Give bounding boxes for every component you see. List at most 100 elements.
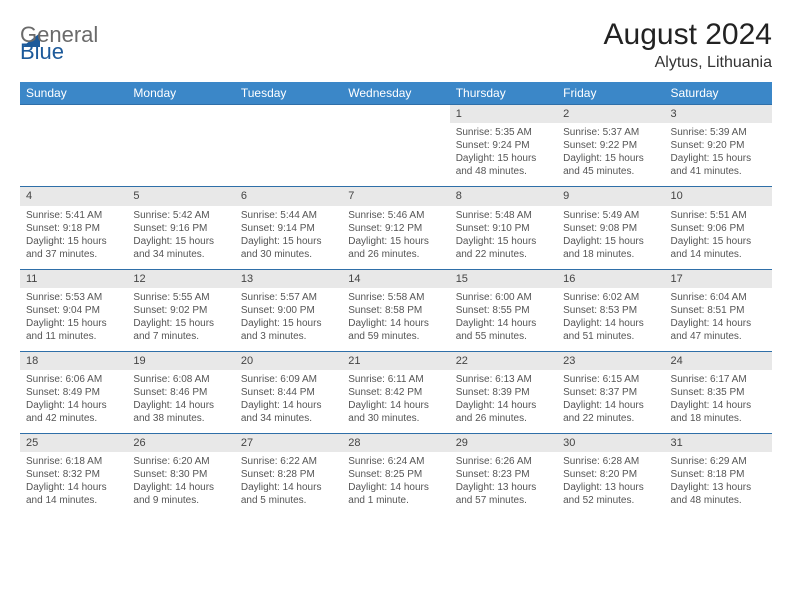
day-number-cell: [342, 105, 449, 124]
day-number-cell: 16: [557, 269, 664, 288]
day-number-cell: 8: [450, 187, 557, 206]
day-detail-line: Daylight: 15 hours and 45 minutes.: [563, 152, 658, 178]
calendar-table: Sunday Monday Tuesday Wednesday Thursday…: [20, 82, 772, 515]
day-detail-line: Sunrise: 5:53 AM: [26, 291, 121, 304]
day-detail-line: Daylight: 15 hours and 7 minutes.: [133, 317, 228, 343]
weekday-header: Tuesday: [235, 82, 342, 105]
day-detail-line: Sunset: 8:32 PM: [26, 468, 121, 481]
calendar-body: 123Sunrise: 5:35 AMSunset: 9:24 PMDaylig…: [20, 105, 772, 516]
weekday-header: Monday: [127, 82, 234, 105]
day-content-cell: Sunrise: 5:53 AMSunset: 9:04 PMDaylight:…: [20, 288, 127, 352]
day-number-row: 11121314151617: [20, 269, 772, 288]
day-number-cell: 31: [665, 434, 772, 453]
day-detail-line: Sunrise: 5:37 AM: [563, 126, 658, 139]
day-detail-line: Sunrise: 6:15 AM: [563, 373, 658, 386]
day-number-cell: 6: [235, 187, 342, 206]
day-detail-line: Sunrise: 6:06 AM: [26, 373, 121, 386]
day-detail-line: Daylight: 15 hours and 34 minutes.: [133, 235, 228, 261]
day-content-cell: Sunrise: 5:51 AMSunset: 9:06 PMDaylight:…: [665, 206, 772, 270]
day-content-cell: Sunrise: 5:35 AMSunset: 9:24 PMDaylight:…: [450, 123, 557, 187]
day-detail-line: Daylight: 15 hours and 37 minutes.: [26, 235, 121, 261]
day-detail-line: Sunset: 8:18 PM: [671, 468, 766, 481]
day-content-cell: Sunrise: 6:06 AMSunset: 8:49 PMDaylight:…: [20, 370, 127, 434]
day-detail-line: Daylight: 15 hours and 41 minutes.: [671, 152, 766, 178]
day-number-cell: 28: [342, 434, 449, 453]
day-detail-line: Daylight: 14 hours and 1 minute.: [348, 481, 443, 507]
day-detail-line: Daylight: 15 hours and 3 minutes.: [241, 317, 336, 343]
day-content-row: Sunrise: 5:41 AMSunset: 9:18 PMDaylight:…: [20, 206, 772, 270]
location-label: Alytus, Lithuania: [604, 54, 772, 72]
day-detail-line: Sunset: 8:53 PM: [563, 304, 658, 317]
day-detail-line: Daylight: 15 hours and 14 minutes.: [671, 235, 766, 261]
day-detail-line: Daylight: 13 hours and 52 minutes.: [563, 481, 658, 507]
day-detail-line: Sunset: 9:18 PM: [26, 222, 121, 235]
day-detail-line: Sunrise: 6:26 AM: [456, 455, 551, 468]
day-number-cell: [235, 105, 342, 124]
day-detail-line: Daylight: 14 hours and 22 minutes.: [563, 399, 658, 425]
day-content-cell: Sunrise: 5:57 AMSunset: 9:00 PMDaylight:…: [235, 288, 342, 352]
day-number-cell: 13: [235, 269, 342, 288]
day-detail-line: Daylight: 15 hours and 22 minutes.: [456, 235, 551, 261]
day-detail-line: Sunset: 9:06 PM: [671, 222, 766, 235]
day-detail-line: Daylight: 14 hours and 38 minutes.: [133, 399, 228, 425]
day-content-row: Sunrise: 6:18 AMSunset: 8:32 PMDaylight:…: [20, 452, 772, 515]
day-number-cell: 5: [127, 187, 234, 206]
day-content-cell: Sunrise: 5:46 AMSunset: 9:12 PMDaylight:…: [342, 206, 449, 270]
day-detail-line: Sunset: 9:20 PM: [671, 139, 766, 152]
day-content-cell: Sunrise: 5:55 AMSunset: 9:02 PMDaylight:…: [127, 288, 234, 352]
day-detail-line: Daylight: 15 hours and 18 minutes.: [563, 235, 658, 261]
day-detail-line: Sunrise: 5:55 AM: [133, 291, 228, 304]
weekday-header: Thursday: [450, 82, 557, 105]
day-detail-line: Sunset: 8:44 PM: [241, 386, 336, 399]
day-content-cell: Sunrise: 6:28 AMSunset: 8:20 PMDaylight:…: [557, 452, 664, 515]
day-number-cell: [20, 105, 127, 124]
page-title: August 2024: [604, 18, 772, 52]
day-detail-line: Sunset: 8:46 PM: [133, 386, 228, 399]
day-detail-line: Sunset: 8:20 PM: [563, 468, 658, 481]
day-detail-line: Sunrise: 5:48 AM: [456, 209, 551, 222]
weekday-header: Friday: [557, 82, 664, 105]
day-number-cell: 11: [20, 269, 127, 288]
day-detail-line: Sunset: 9:14 PM: [241, 222, 336, 235]
day-detail-line: Sunset: 8:25 PM: [348, 468, 443, 481]
day-detail-line: Sunrise: 6:24 AM: [348, 455, 443, 468]
day-detail-line: Daylight: 14 hours and 34 minutes.: [241, 399, 336, 425]
day-number-cell: 12: [127, 269, 234, 288]
day-detail-line: Sunrise: 6:02 AM: [563, 291, 658, 304]
weekday-header-row: Sunday Monday Tuesday Wednesday Thursday…: [20, 82, 772, 105]
day-content-cell: Sunrise: 6:09 AMSunset: 8:44 PMDaylight:…: [235, 370, 342, 434]
day-detail-line: Sunrise: 6:20 AM: [133, 455, 228, 468]
day-detail-line: Sunrise: 5:51 AM: [671, 209, 766, 222]
day-detail-line: Daylight: 15 hours and 30 minutes.: [241, 235, 336, 261]
day-detail-line: Sunset: 8:37 PM: [563, 386, 658, 399]
day-detail-line: Sunrise: 6:09 AM: [241, 373, 336, 386]
day-content-row: Sunrise: 5:35 AMSunset: 9:24 PMDaylight:…: [20, 123, 772, 187]
day-detail-line: Daylight: 15 hours and 48 minutes.: [456, 152, 551, 178]
day-detail-line: Sunset: 8:28 PM: [241, 468, 336, 481]
day-detail-line: Sunrise: 5:44 AM: [241, 209, 336, 222]
title-block: August 2024 Alytus, Lithuania: [604, 18, 772, 72]
day-detail-line: Daylight: 14 hours and 18 minutes.: [671, 399, 766, 425]
day-content-cell: Sunrise: 6:17 AMSunset: 8:35 PMDaylight:…: [665, 370, 772, 434]
day-number-cell: 30: [557, 434, 664, 453]
day-number-cell: 4: [20, 187, 127, 206]
day-detail-line: Sunrise: 6:04 AM: [671, 291, 766, 304]
day-content-cell: Sunrise: 6:13 AMSunset: 8:39 PMDaylight:…: [450, 370, 557, 434]
day-number-cell: 1: [450, 105, 557, 124]
day-number-cell: 29: [450, 434, 557, 453]
day-detail-line: Daylight: 14 hours and 26 minutes.: [456, 399, 551, 425]
day-number-row: 25262728293031: [20, 434, 772, 453]
day-content-cell: Sunrise: 6:04 AMSunset: 8:51 PMDaylight:…: [665, 288, 772, 352]
day-number-cell: 20: [235, 351, 342, 370]
day-content-cell: [342, 123, 449, 187]
day-content-cell: Sunrise: 6:08 AMSunset: 8:46 PMDaylight:…: [127, 370, 234, 434]
day-detail-line: Sunset: 8:42 PM: [348, 386, 443, 399]
day-number-row: 45678910: [20, 187, 772, 206]
weekday-header: Saturday: [665, 82, 772, 105]
day-number-cell: 27: [235, 434, 342, 453]
day-content-row: Sunrise: 5:53 AMSunset: 9:04 PMDaylight:…: [20, 288, 772, 352]
day-content-cell: Sunrise: 5:44 AMSunset: 9:14 PMDaylight:…: [235, 206, 342, 270]
day-content-cell: [20, 123, 127, 187]
day-content-cell: Sunrise: 6:24 AMSunset: 8:25 PMDaylight:…: [342, 452, 449, 515]
day-content-cell: Sunrise: 6:22 AMSunset: 8:28 PMDaylight:…: [235, 452, 342, 515]
